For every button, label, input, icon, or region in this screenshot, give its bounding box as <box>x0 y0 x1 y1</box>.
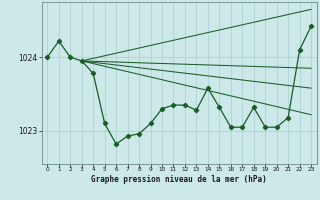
X-axis label: Graphe pression niveau de la mer (hPa): Graphe pression niveau de la mer (hPa) <box>91 175 267 184</box>
